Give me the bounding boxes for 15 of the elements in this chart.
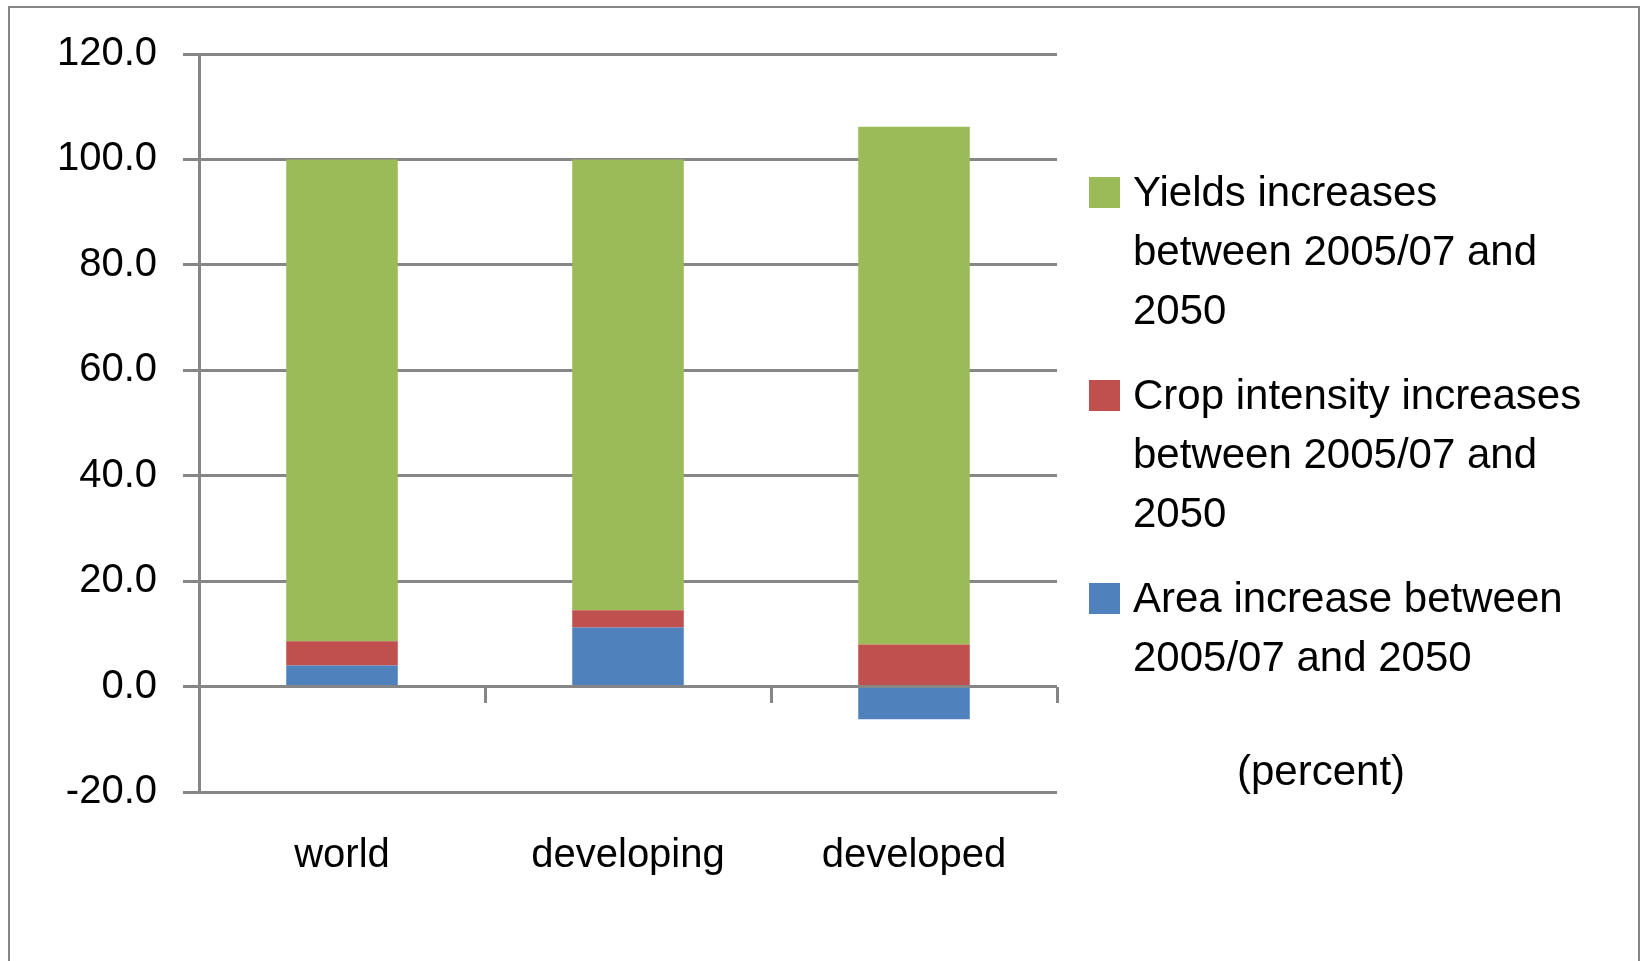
y-tick-label: -20.0 bbox=[65, 767, 157, 812]
y-tick-label: 20.0 bbox=[79, 556, 157, 601]
y-tick-label: 100.0 bbox=[56, 134, 157, 179]
legend-label: Yields increases between 2005/07 and 2050 bbox=[1133, 168, 1538, 333]
legend-label: Area increase between 2005/07 and 2050 bbox=[1133, 574, 1563, 680]
x-tick-label: developed bbox=[821, 831, 1007, 876]
y-tick-label: 40.0 bbox=[79, 450, 157, 495]
y-tick-label: 60.0 bbox=[79, 345, 157, 390]
y-tick-label: 80.0 bbox=[79, 239, 157, 284]
text: (percent) bbox=[1236, 747, 1406, 794]
y-tick-label: 120.0 bbox=[56, 29, 157, 74]
y-tick-label: 0.0 bbox=[101, 661, 157, 706]
legend-label: Crop intensity increases between 2005/07 and 2050 bbox=[1133, 371, 1582, 536]
x-tick-label: world bbox=[293, 831, 390, 876]
x-tick-label: developing bbox=[531, 831, 725, 876]
